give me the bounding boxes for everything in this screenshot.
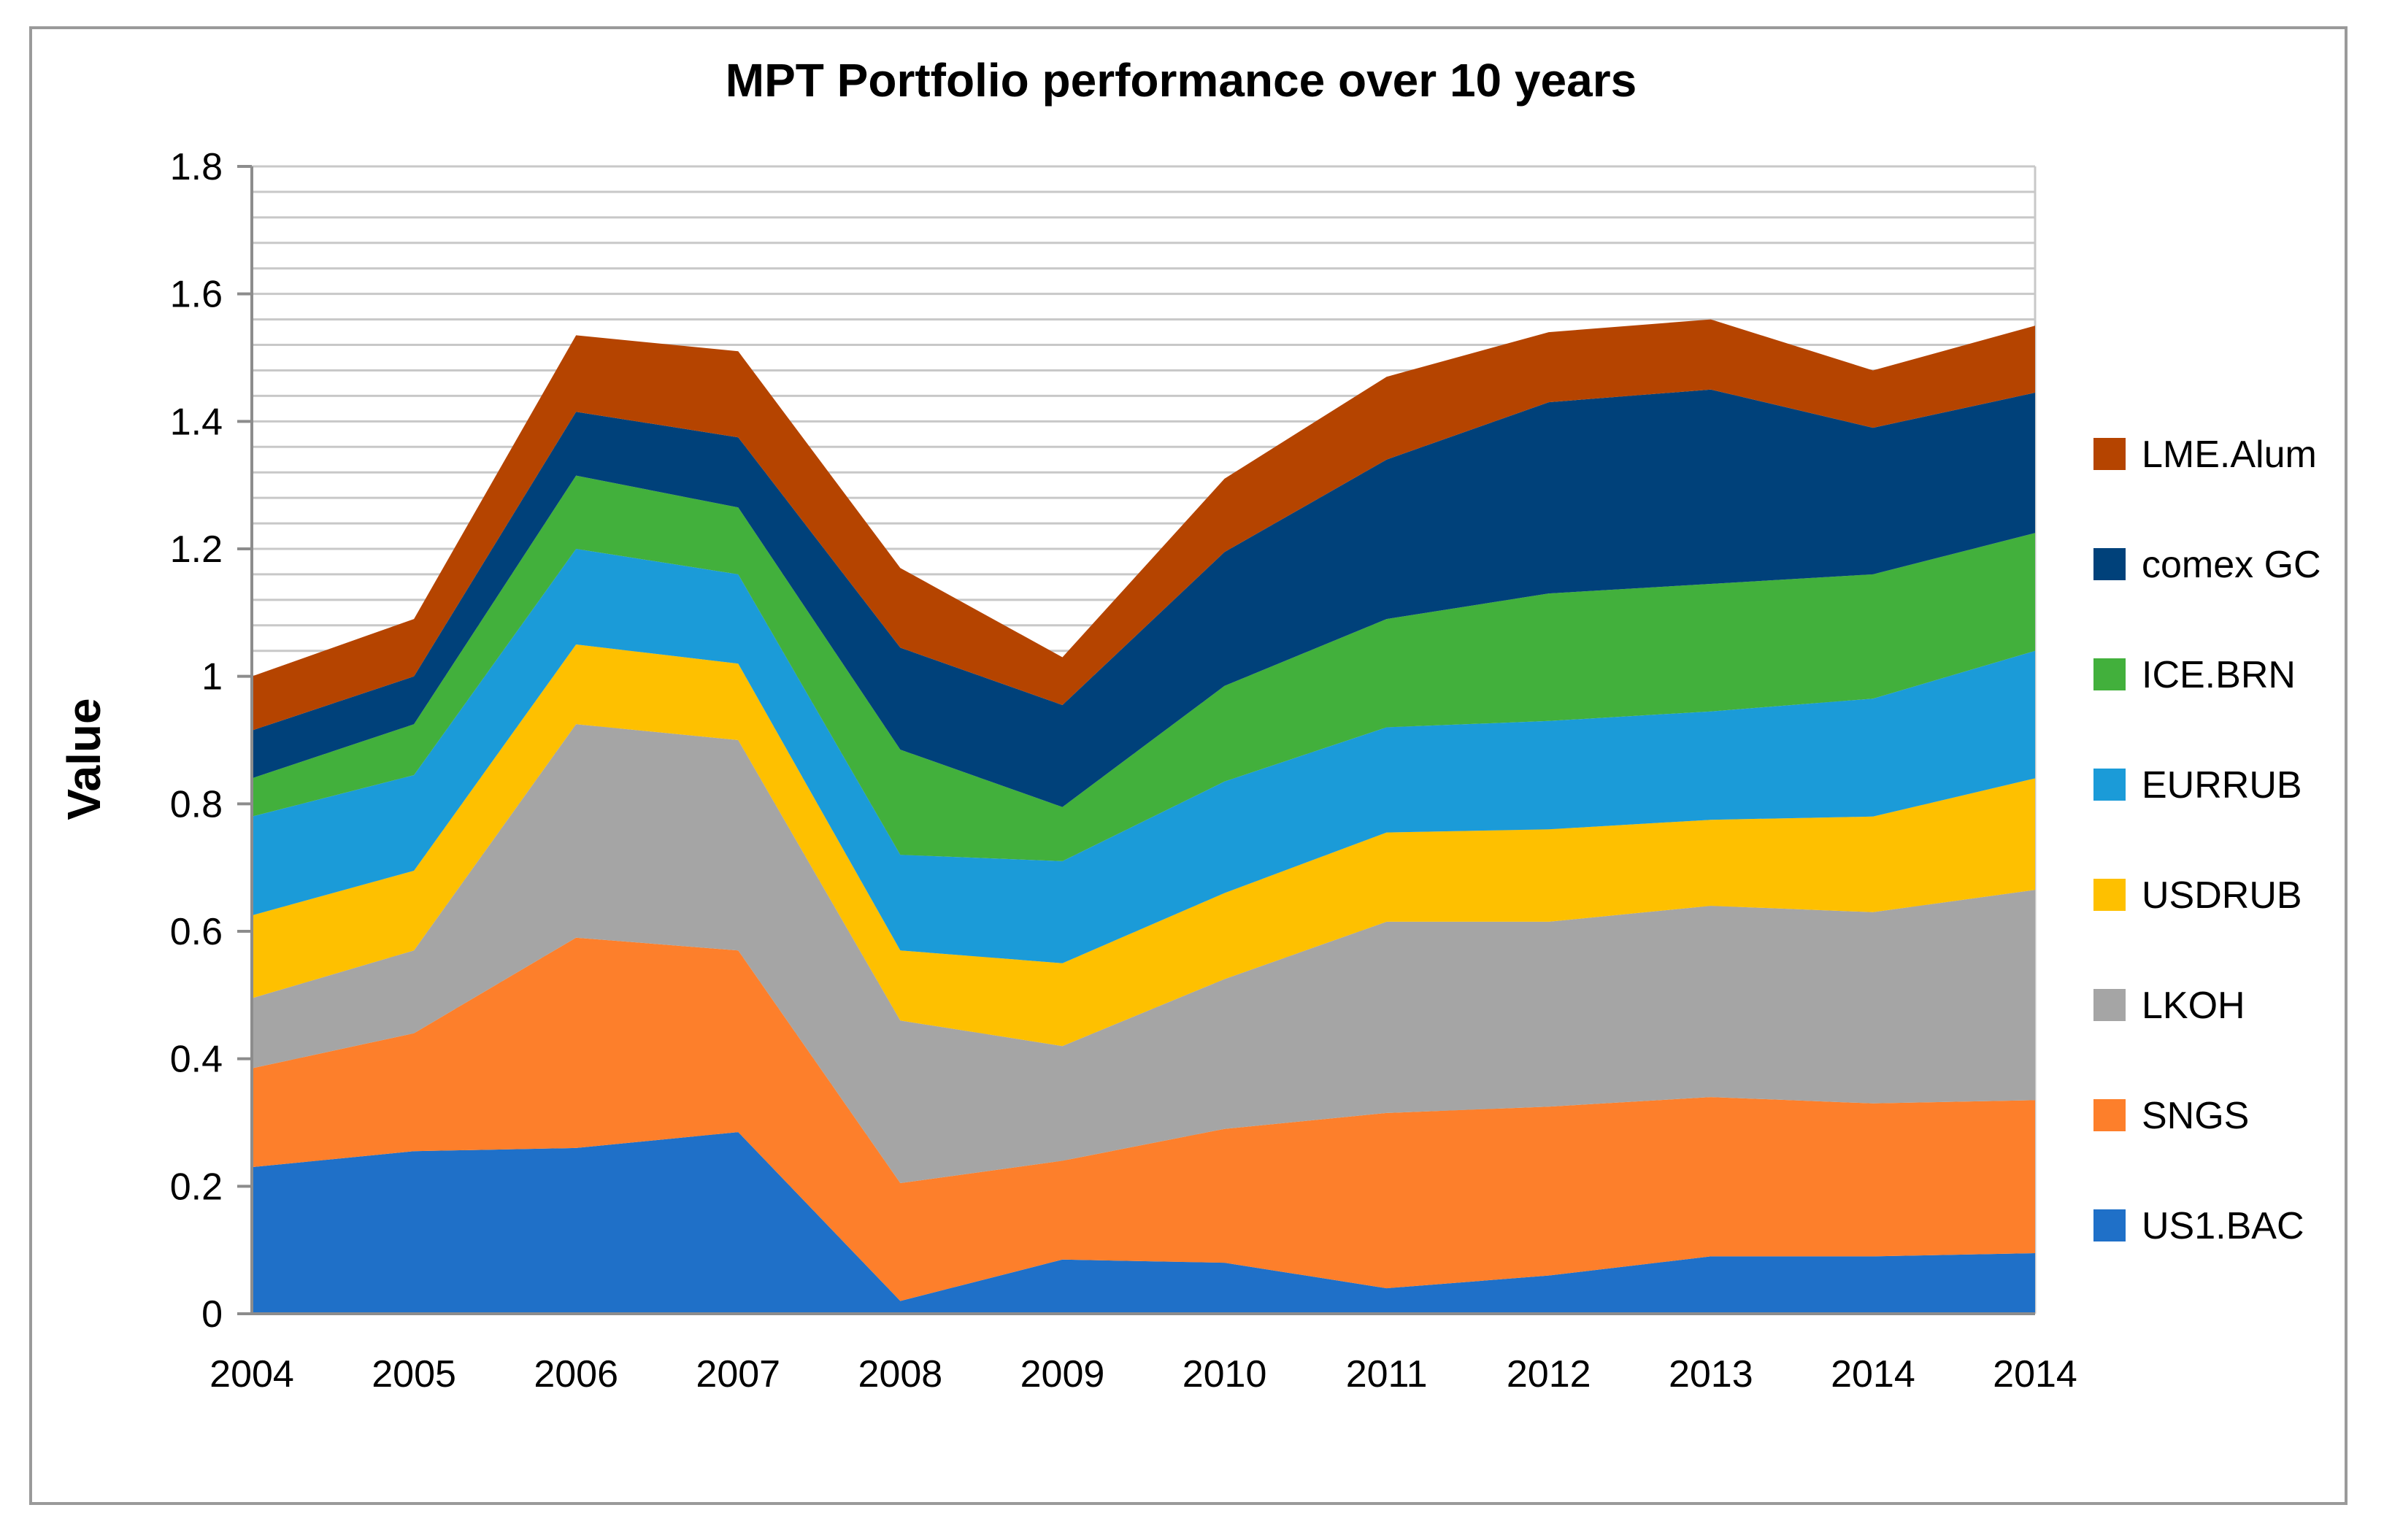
y-tick-label: 0.6 (170, 911, 223, 953)
legend-swatch-ice-brn (2093, 658, 2126, 690)
y-tick-label: 0.2 (170, 1166, 223, 1208)
y-tick-label: 1.4 (170, 401, 223, 443)
area-eurrub (252, 549, 2035, 963)
chart-title: MPT Portfolio performance over 10 years (726, 54, 1637, 107)
legend-swatch-usdrub (2093, 879, 2126, 911)
y-tick-label: 0 (201, 1293, 223, 1336)
x-tick-label: 2004 (209, 1353, 294, 1395)
legend-label-lme-alum: LME.Alum (2142, 434, 2317, 476)
legend-label-comex-gc: comex GC (2142, 544, 2321, 586)
x-tick-label: 2005 (372, 1353, 456, 1395)
legend-label-ice-brn: ICE.BRN (2142, 654, 2296, 696)
area-ice-brn (252, 475, 2035, 861)
legend-swatch-lkoh (2093, 989, 2126, 1021)
legend: LME.Alum comex GC ICE.BRN EURRUB USDRUB LKOH S… (2093, 434, 2321, 1247)
legend-label-usdrub: USDRUB (2142, 874, 2302, 917)
x-tick-label: 2011 (1346, 1353, 1428, 1395)
x-tick-labels: 2004 2005 2006 2007 2008 2009 2010 2011 2012 2013… (209, 1353, 2077, 1395)
legend-swatch-us1-bac (2093, 1209, 2126, 1241)
x-tick-label: 2010 (1183, 1353, 1267, 1395)
x-tick-label: 2014 (1993, 1353, 2077, 1395)
x-tick-label: 2014 (1831, 1353, 1915, 1395)
x-tick-label: 2009 (1020, 1353, 1105, 1395)
x-tick-label: 2006 (534, 1353, 618, 1395)
area-sngs (252, 937, 2035, 1301)
area-usdrub (252, 644, 2035, 1047)
area-lkoh (252, 724, 2035, 1183)
x-tick-label: 2007 (696, 1353, 780, 1395)
y-tick-label: 0.4 (170, 1039, 223, 1081)
legend-swatch-comex-gc (2093, 548, 2126, 580)
x-tick-label: 2013 (1669, 1353, 1753, 1395)
x-tick-label: 2008 (858, 1353, 943, 1395)
y-tick-label: 1.2 (170, 528, 223, 571)
y-tick-labels: 0 0.2 0.4 0.6 0.8 1 1.2 1.4 1.6 1.8 (170, 146, 223, 1336)
legend-label-us1-bac: US1.BAC (2142, 1205, 2304, 1247)
legend-swatch-eurrub (2093, 769, 2126, 801)
area-lme-alum (252, 319, 2035, 731)
y-axis-label: Value (58, 698, 110, 820)
axes (237, 165, 2035, 1315)
y-tick-label: 1.6 (170, 274, 223, 316)
legend-label-eurrub: EURRUB (2142, 764, 2302, 806)
y-tick-label: 1.8 (170, 146, 223, 188)
y-tick-label: 0.8 (170, 783, 223, 825)
y-tick-label: 1 (201, 656, 223, 698)
area-series (252, 319, 2035, 1314)
area-us1-bac (252, 1132, 2035, 1314)
legend-swatch-lme-alum (2093, 438, 2126, 470)
legend-label-lkoh: LKOH (2142, 985, 2245, 1027)
legend-label-sngs: SNGS (2142, 1095, 2249, 1137)
x-tick-label: 2012 (1507, 1353, 1591, 1395)
legend-swatch-sngs (2093, 1099, 2126, 1131)
area-comex-gc (252, 389, 2035, 807)
